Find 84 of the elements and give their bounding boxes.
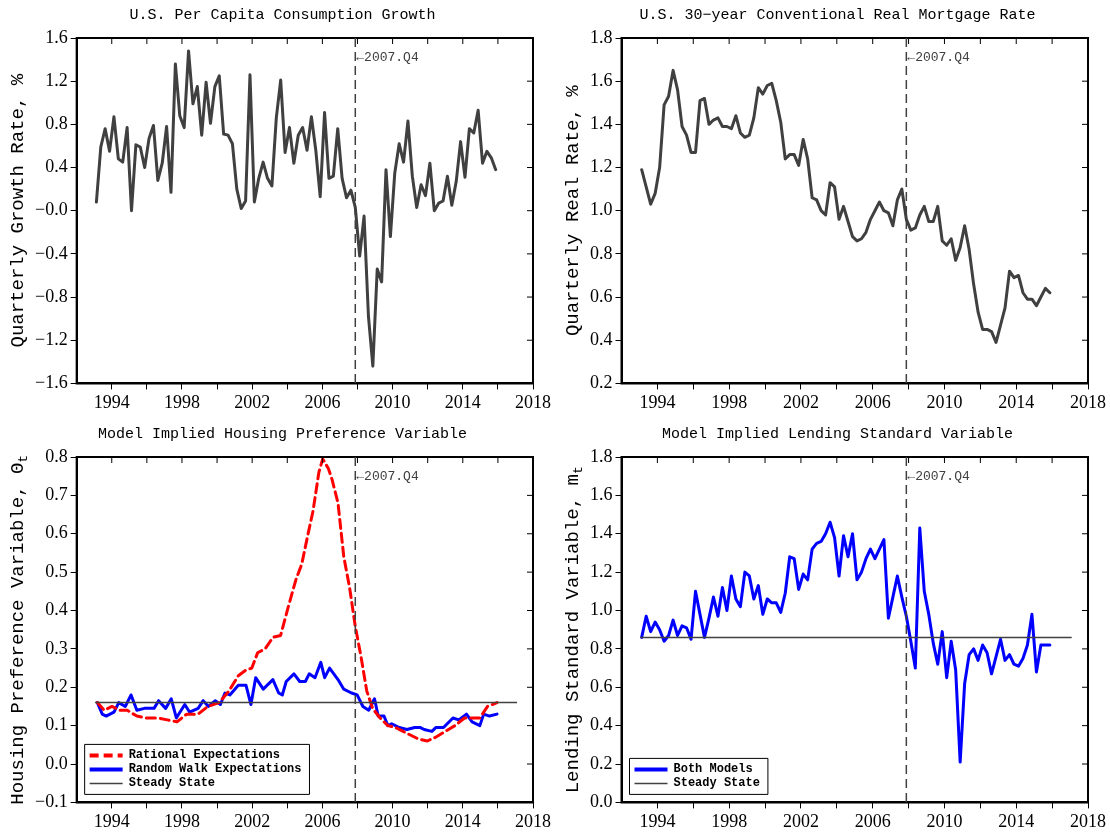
y-tick-label: 0.7 [45,484,68,505]
legend-label: Steady State [673,776,760,791]
legend-label: Rational Expectations [128,748,280,763]
x-tick-label: 2018 [515,391,551,412]
y-tick-label: 0.5 [45,560,68,581]
y-tick-label: 0.4 [45,599,68,620]
y-tick-label: 1.8 [590,445,613,466]
y-tick-label: 0.2 [590,752,613,773]
y-tick-label: 0.2 [590,372,613,393]
x-tick-label: 2002 [234,391,271,412]
x-tick-label: 2018 [1070,810,1106,831]
x-tick-label: 1994 [93,391,130,412]
x-tick-label: 2002 [234,810,271,831]
y-axis-title: Housing Preference Variable, Θt [7,454,32,805]
y-tick-label: 1.2 [45,69,68,90]
y-tick-label: 1.6 [45,26,68,47]
y-tick-label: 0.8 [45,445,68,466]
y-tick-label: −0.8 [35,285,68,306]
y-tick-label: 1.2 [590,560,613,581]
y-tick-label: −0.0 [35,199,68,220]
legend-label: Random Walk Expectations [128,762,302,777]
x-tick-label: 2002 [782,810,819,831]
y-tick-label: 1.8 [590,26,613,47]
y-tick-label: 0.4 [590,714,613,735]
y-axis-title: Quarterly Real Rate, % [562,84,585,337]
y-tick-label: −0.1 [35,791,68,812]
y-tick-label: −1.2 [35,328,68,349]
y-tick-label: 1.4 [590,113,613,134]
y-tick-label: 1.6 [590,484,613,505]
y-tick-label: −1.6 [35,372,68,393]
y-tick-label: 0.8 [45,113,68,134]
y-tick-label: 1.4 [590,522,613,543]
chart-title: Model Implied Lending Standard Variable [661,425,1014,443]
x-tick-label: 2006 [854,810,891,831]
chart-title: Model Implied Housing Preference Variable [97,425,468,443]
x-tick-label: 2006 [854,391,891,412]
x-tick-label: 2010 [926,810,963,831]
x-tick-label: 2002 [782,391,819,412]
x-tick-label: 2010 [926,391,963,412]
y-tick-label: 0.4 [45,156,68,177]
y-tick-label: 0.1 [45,714,68,735]
x-tick-label: 2006 [304,391,341,412]
y-tick-label: 0.3 [45,637,68,658]
legend-label: Both Models [673,762,753,777]
ref-line-label: ←2007.Q4 [356,469,419,485]
y-tick-label: 0.2 [45,676,68,696]
x-tick-label: 2006 [304,810,341,831]
y-tick-label: 0.6 [590,676,613,696]
x-tick-label: 2014 [444,391,481,412]
y-tick-label: 1.0 [590,599,613,620]
y-tick-label: 0.8 [590,242,613,263]
y-tick-label: 0.4 [590,328,613,349]
y-tick-label: 1.2 [590,156,613,177]
ref-line-label: ←2007.Q4 [356,50,419,66]
x-tick-label: 1998 [711,810,748,831]
legend-label: Steady State [128,776,216,791]
y-axis-title: Lending Standard Variable, mt [562,466,587,794]
y-tick-label: 0.6 [45,522,68,543]
x-tick-label: 1994 [639,810,676,831]
x-tick-label: 2010 [374,810,411,831]
x-tick-label: 2014 [998,391,1035,412]
y-tick-label: 0.8 [590,637,613,658]
x-tick-label: 2014 [998,810,1035,831]
y-tick-label: 0.6 [590,285,613,306]
ref-line-label: ←2007.Q4 [907,50,970,66]
y-tick-label: −0.4 [35,242,68,263]
x-tick-label: 1994 [639,391,676,412]
x-tick-label: 2018 [1070,391,1106,412]
y-tick-label: 1.6 [590,69,613,90]
x-tick-label: 1994 [93,810,130,831]
x-tick-label: 2014 [444,810,481,831]
y-tick-label: 0.0 [590,791,613,812]
ref-line-label: ←2007.Q4 [907,469,970,485]
y-axis-title: Quarterly Growth Rate, % [7,73,30,348]
chart-title: U.S. 30−year Conventional Real Mortgage Rate [639,6,1036,24]
line-series [95,457,499,743]
x-tick-label: 2010 [374,391,411,412]
x-tick-label: 1998 [163,810,200,831]
y-tick-label: 1.0 [590,199,613,220]
y-tick-label: 0.0 [45,752,68,773]
chart-title: U.S. Per Capita Consumption Growth [129,6,436,24]
x-tick-label: 1998 [163,391,200,412]
x-tick-label: 2018 [515,810,551,831]
x-tick-label: 1998 [711,391,748,412]
